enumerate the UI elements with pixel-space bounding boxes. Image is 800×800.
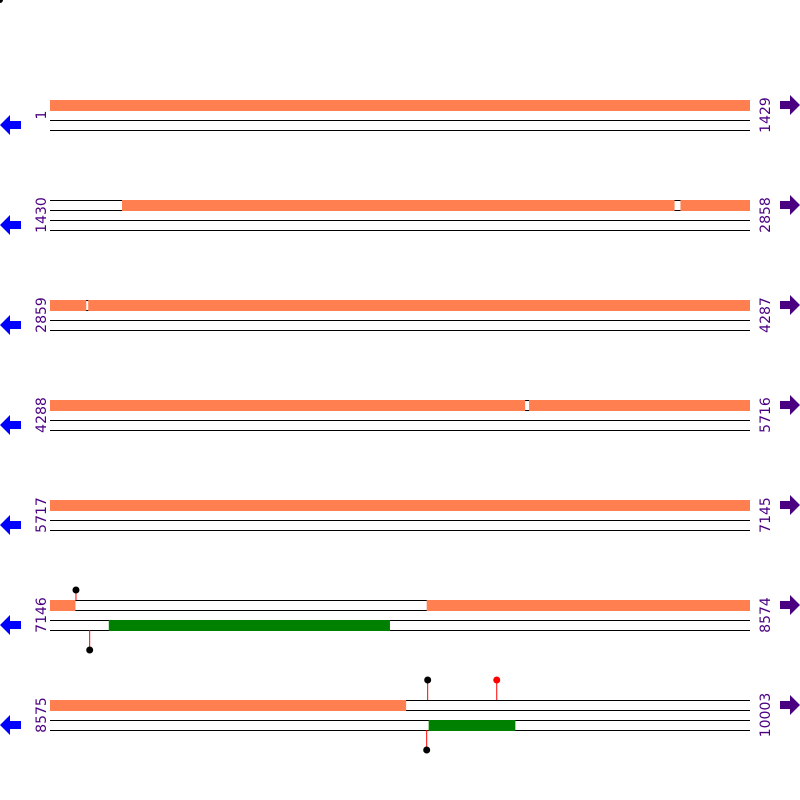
start-position-label: 7146	[34, 597, 50, 633]
right-arrow-icon[interactable]	[780, 495, 800, 515]
end-position-label: 10003	[758, 693, 774, 738]
end-position-label: 5716	[758, 397, 774, 433]
start-position-label: 2859	[34, 297, 50, 333]
marker-head	[424, 676, 432, 684]
right-arrow-icon[interactable]	[780, 295, 800, 315]
end-position-label: 8574	[758, 597, 774, 633]
right-arrow-icon[interactable]	[780, 395, 800, 415]
forward-feature	[88, 300, 750, 311]
left-arrow-icon[interactable]	[0, 215, 21, 235]
sequence-row: 5717 7145	[0, 495, 800, 535]
sequence-row: 7146 8574	[0, 586, 800, 654]
forward-feature	[50, 100, 750, 111]
right-arrow-icon[interactable]	[780, 695, 800, 715]
forward-feature	[50, 300, 87, 311]
sequence-row: 1 1429	[0, 95, 800, 135]
right-arrow-icon[interactable]	[780, 595, 800, 615]
forward-feature	[122, 200, 675, 211]
end-position-label: 4287	[758, 297, 774, 333]
start-position-label: 1430	[34, 197, 50, 233]
start-position-label: 1	[34, 111, 50, 120]
reverse-feature	[428, 720, 516, 731]
sequence-row: 2859 4287	[0, 295, 800, 335]
marker-head	[72, 586, 80, 594]
start-position-label: 5717	[34, 497, 50, 533]
forward-feature	[426, 600, 750, 611]
sequence-row: 8575 10003	[0, 676, 800, 754]
reverse-feature	[108, 620, 390, 631]
end-position-label: 1429	[758, 97, 774, 133]
right-arrow-icon[interactable]	[780, 195, 800, 215]
start-position-label: 8575	[34, 697, 50, 733]
corner-dot	[0, 0, 3, 3]
marker-head	[86, 646, 94, 654]
marker-head	[493, 676, 501, 684]
left-arrow-icon[interactable]	[0, 315, 21, 335]
left-arrow-icon[interactable]	[0, 515, 21, 535]
left-arrow-icon[interactable]	[0, 615, 21, 635]
forward-feature	[529, 400, 750, 411]
sequence-row: 4288 5716	[0, 395, 800, 435]
forward-feature	[50, 700, 407, 711]
forward-feature	[680, 200, 750, 211]
forward-feature	[50, 600, 76, 611]
forward-feature	[50, 500, 750, 511]
left-arrow-icon[interactable]	[0, 415, 21, 435]
forward-feature	[50, 400, 526, 411]
sequence-row: 1430 2858	[0, 195, 800, 235]
start-position-label: 4288	[34, 397, 50, 433]
marker-head	[423, 746, 431, 754]
left-arrow-icon[interactable]	[0, 115, 21, 135]
right-arrow-icon[interactable]	[780, 95, 800, 115]
left-arrow-icon[interactable]	[0, 715, 21, 735]
end-position-label: 2858	[758, 197, 774, 233]
end-position-label: 7145	[758, 497, 774, 533]
